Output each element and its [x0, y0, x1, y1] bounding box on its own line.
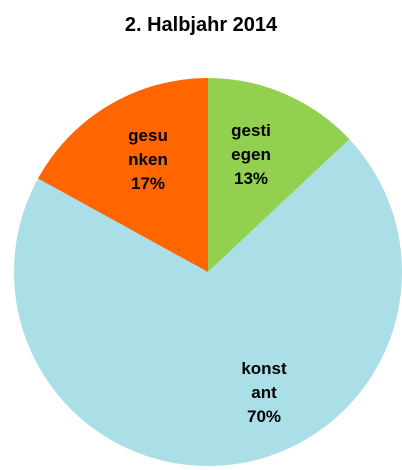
category-label: gestiegen	[231, 121, 271, 164]
pie-slice	[208, 78, 350, 272]
pie-slice	[14, 139, 402, 466]
pie-slice	[37, 78, 208, 272]
value-label: 70%	[246, 407, 282, 426]
category-label: gesunken	[128, 126, 168, 169]
value-label: 17%	[130, 174, 166, 193]
value-label: 13%	[233, 169, 269, 188]
slice-label: konstant 70%	[241, 357, 287, 429]
chart-title: 2. Halbjahr 2014	[124, 14, 278, 36]
slice-label: gesunken 17%	[125, 124, 171, 196]
slice-label: gestiegen 13%	[228, 119, 274, 191]
category-label: konstant	[241, 359, 287, 402]
